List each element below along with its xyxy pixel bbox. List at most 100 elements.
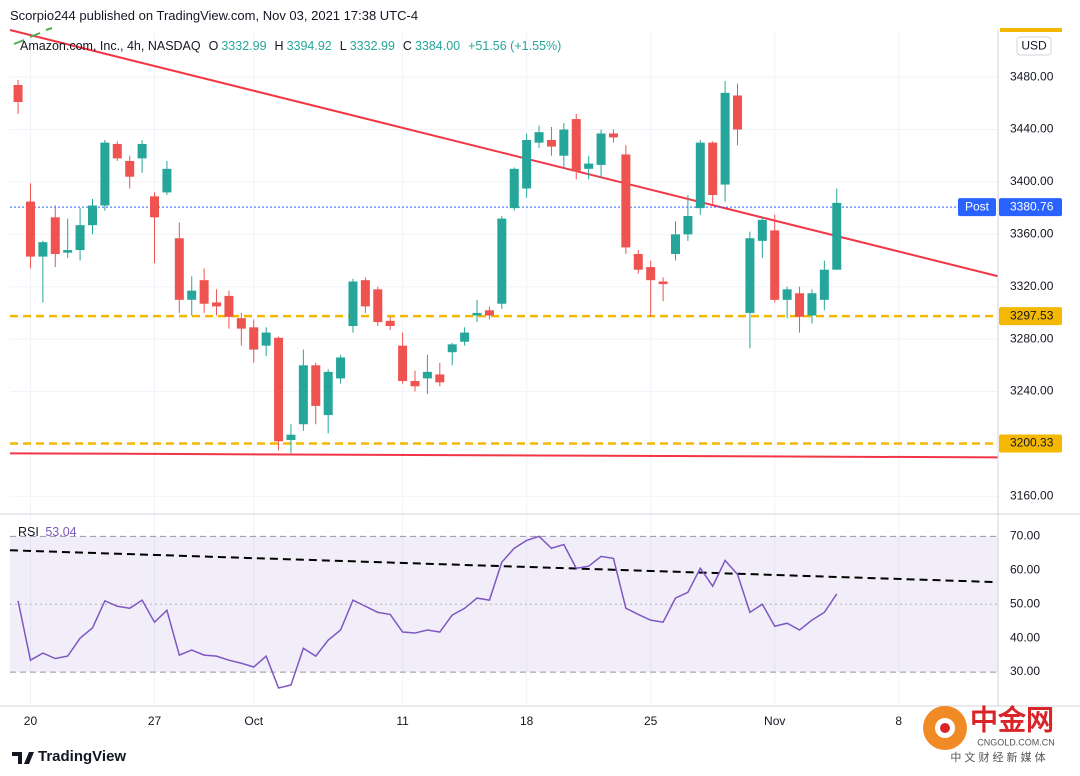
ohlc-value: 3384.00 [414,39,461,53]
candle-body [125,160,135,177]
candle-body [261,332,271,346]
rsi-name: RSI [18,525,39,539]
x-tick-label: 25 [644,714,658,728]
ohlc-value: 3332.99 [349,39,395,53]
x-tick-label: 8 [895,714,902,728]
candle-body [658,281,668,285]
candle-body [708,142,718,196]
candle-body [522,140,532,189]
ohlc-value: 3394.92 [286,39,332,53]
x-tick-label: 18 [520,714,534,728]
candle-body [509,168,519,209]
candle-body [311,365,321,406]
symbol: Amazon.com, Inc., 4h, NASDAQ [20,39,201,53]
rsi-band [10,536,998,673]
currency-box [1016,36,1052,56]
x-tick-label: Nov [764,714,785,728]
y-tick-label: 3320.00 [1010,279,1054,293]
candle-body [435,374,445,383]
y-tick-label: 40.00 [1010,630,1040,644]
ohlc-key: L [339,39,347,53]
watermark-site: CNGOLD.COM.CN [977,737,1055,747]
candle-body [75,225,85,251]
candle-body [137,143,147,159]
candle-body [174,238,184,300]
candle-body [484,310,494,316]
candle-body [608,133,618,138]
candle-body [50,217,60,254]
candle-body [25,201,35,257]
candle-body [360,280,370,307]
footer-logo [12,752,34,764]
candle-body [646,267,656,281]
candle-body [534,132,544,143]
candle-body [460,332,470,342]
candle-body [472,312,482,316]
candle-body [224,295,234,317]
candle-body [770,230,780,300]
rsi-line [17,535,838,689]
price-label: 3380.76 [1010,199,1054,213]
candle-body [757,219,767,241]
candle-body [410,381,420,387]
candle-body [286,434,296,440]
candle-body [187,290,197,300]
price-label: 3200.33 [1010,436,1054,450]
price-label: 3297.53 [1010,308,1054,322]
candle-body [38,242,48,257]
watermark: 中金网 CNGOLD.COM.CN 中 文 财 经 新 媒 体 [923,703,1055,764]
rsi-last-value: 53.04 [45,525,77,539]
candle-body [112,143,122,159]
y-tick-label: 3360.00 [1010,226,1054,240]
y-tick-label: 3400.00 [1010,174,1054,188]
trend-line [9,452,999,459]
candle-body [596,133,606,165]
watermark-name: 中金网 [970,703,1054,735]
candle-body [807,293,817,316]
candle-body [385,320,395,327]
candle-body [695,142,705,209]
currency: USD [1021,39,1047,53]
ohlc-key: H [274,39,284,53]
candle-body [63,250,73,253]
candle-body [571,119,581,172]
candle-body [745,238,755,313]
candle-body [621,154,631,248]
candle-body [298,365,308,425]
rsi-legend: RSI 53.04 [18,525,80,539]
candle-body [212,302,222,307]
candle-body [584,163,594,169]
candle-body [447,344,457,353]
candle-body [559,129,569,156]
ohlc-key: C [402,39,412,53]
candle-body [670,234,680,254]
candle-body [348,281,358,327]
x-tick-label: Oct [244,714,263,728]
candle-body [832,202,842,270]
candle-body [683,215,693,235]
y-tick-label: 70.00 [1010,529,1040,543]
candle-body [398,345,408,382]
y-tick-label: 3160.00 [1010,488,1054,502]
watermark-logo-core [940,723,950,733]
y-tick-label: 30.00 [1010,664,1040,678]
logo-mark [12,752,34,764]
candle-body [733,95,743,130]
change: +51.56 (+1.55%) [468,39,562,53]
footer-brand: TradingView [38,748,126,765]
candle-body [199,280,209,304]
candle-body [546,140,556,147]
candle-body [782,289,792,300]
session-label: Post [965,199,990,213]
candle-body [100,142,110,206]
legend: Amazon.com, Inc., 4h, NASDAQ O 3332.99 H 339… [20,39,569,53]
candle-body [497,218,507,304]
top-marker [1000,28,1062,32]
price-label-box [999,198,1062,217]
ohlc-value: 3332.99 [221,39,267,53]
y-tick-label: 60.00 [1010,562,1040,576]
price-label-box [999,434,1062,453]
candle-body [336,357,346,379]
candle-body [633,253,643,270]
